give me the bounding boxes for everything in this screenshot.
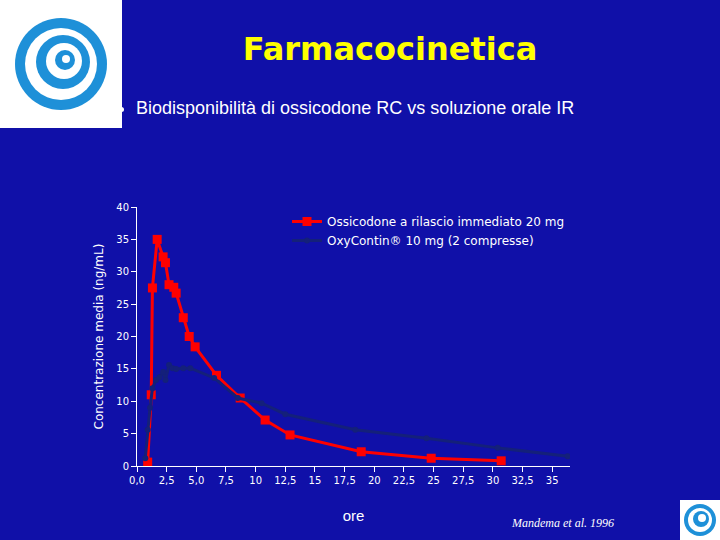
svg-text:15: 15 xyxy=(116,363,129,374)
svg-text:10: 10 xyxy=(249,475,262,486)
svg-text:Ossicodone a rilascio immediat: Ossicodone a rilascio immediato 20 mg xyxy=(327,215,564,229)
svg-text:0: 0 xyxy=(123,461,129,472)
svg-text:15: 15 xyxy=(309,475,322,486)
svg-text:5,0: 5,0 xyxy=(188,475,204,486)
svg-text:ore: ore xyxy=(343,507,365,524)
svg-text:35: 35 xyxy=(116,234,129,245)
svg-text:17,5: 17,5 xyxy=(333,475,355,486)
svg-text:OxyContin® 10 mg (2 compresse): OxyContin® 10 mg (2 compresse) xyxy=(327,234,534,248)
svg-text:0,0: 0,0 xyxy=(129,475,145,486)
svg-text:30: 30 xyxy=(487,475,500,486)
svg-text:12,5: 12,5 xyxy=(274,475,296,486)
html-text:Biodisponibilità di ossicodone: Biodisponibilità di ossicodone RC vs sol… xyxy=(136,98,575,118)
svg-text:Concentrazione media (ng/mL): Concentrazione media (ng/mL) xyxy=(92,244,106,430)
svg-text:25: 25 xyxy=(116,299,129,310)
svg-text:22,5: 22,5 xyxy=(393,475,415,486)
html-text:Farmacocinetica: Farmacocinetica xyxy=(242,30,538,68)
svg-text:32,5: 32,5 xyxy=(511,475,533,486)
svg-text:27,5: 27,5 xyxy=(452,475,474,486)
svg-text:35: 35 xyxy=(546,475,559,486)
svg-text:7,5: 7,5 xyxy=(218,475,234,486)
svg-text:25: 25 xyxy=(427,475,440,486)
svg-text:20: 20 xyxy=(116,331,129,342)
svg-text:40: 40 xyxy=(116,202,129,213)
svg-text:5: 5 xyxy=(123,428,129,439)
svg-text:10: 10 xyxy=(116,396,129,407)
svg-text:2,5: 2,5 xyxy=(159,475,175,486)
svg-text:30: 30 xyxy=(116,266,129,277)
html-text:Mandema et al. 1996: Mandema et al. 1996 xyxy=(512,516,614,530)
svg-text:20: 20 xyxy=(368,475,381,486)
